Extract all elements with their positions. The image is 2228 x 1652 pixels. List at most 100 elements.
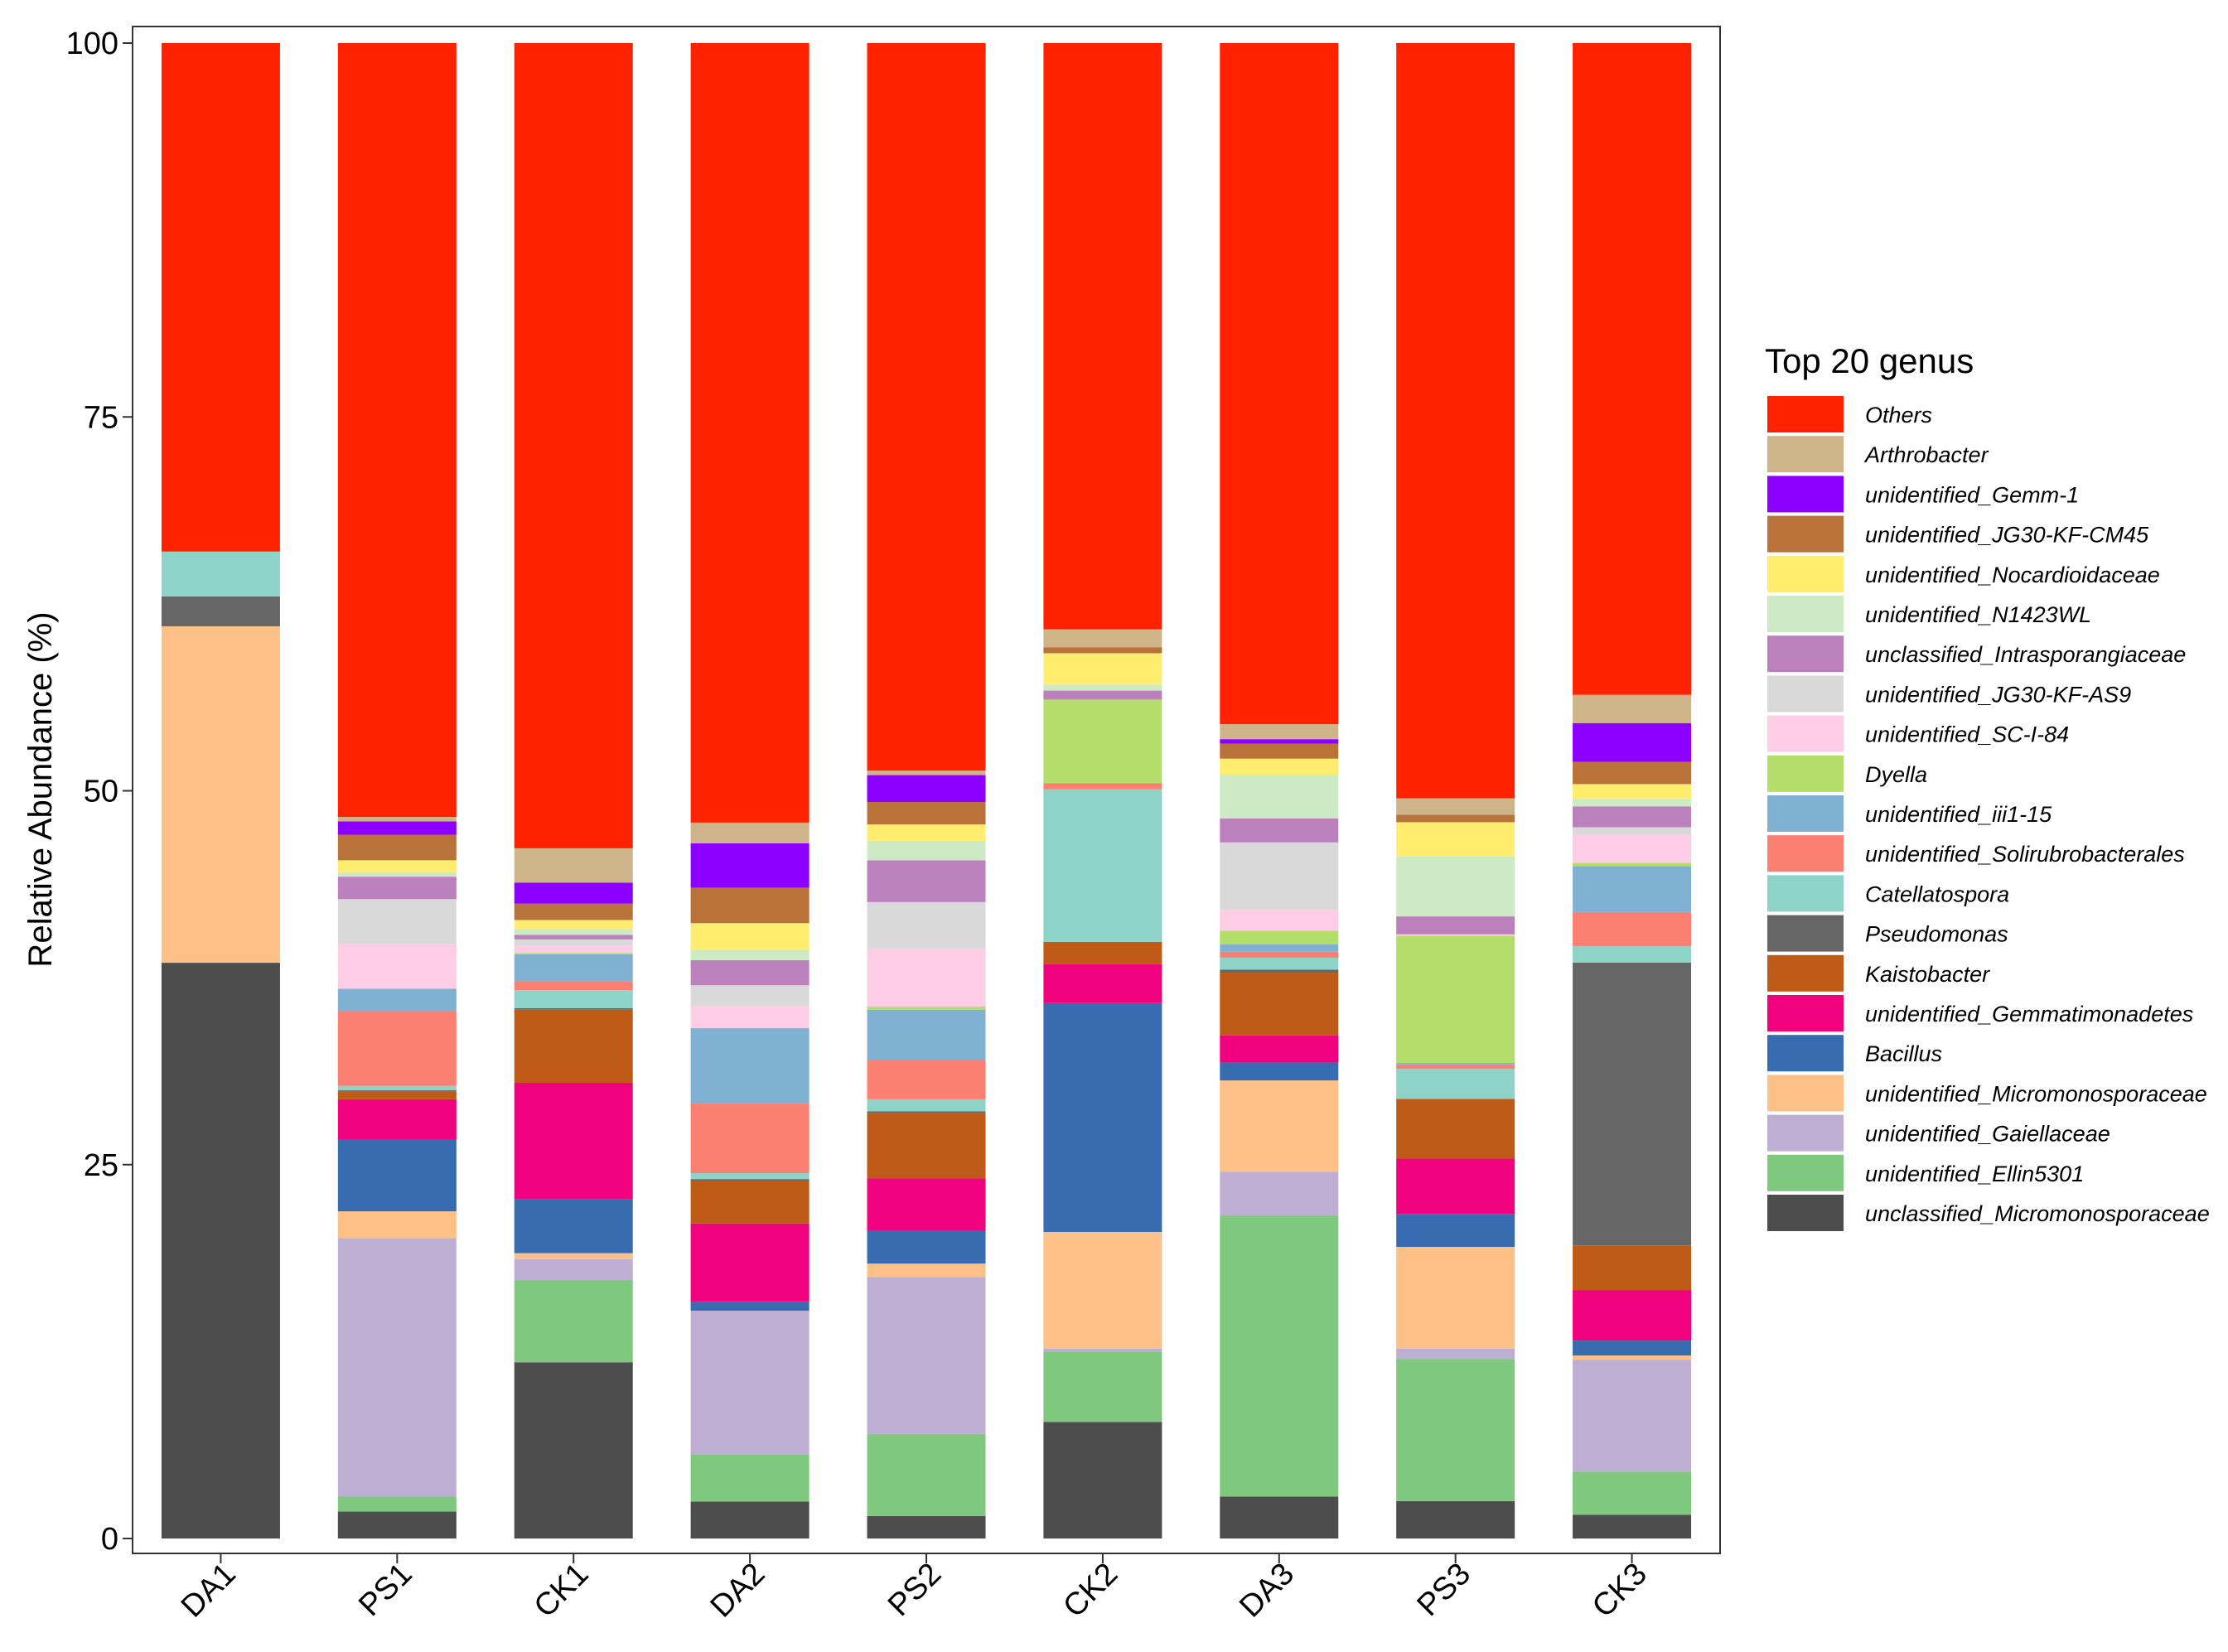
bar-segment [1396, 1158, 1515, 1215]
bar-segment [514, 1258, 633, 1281]
x-tick-label: CK2 [1056, 1557, 1124, 1625]
bar-stack-PS1 [337, 43, 457, 1538]
bar-stack-CK3 [1573, 43, 1692, 1538]
bar-segment [1043, 629, 1162, 648]
bar-segment [867, 770, 986, 775]
bar-segment [1396, 856, 1515, 917]
bar-segment [337, 899, 457, 944]
legend-key [1767, 476, 1844, 513]
bar-stack-CK1 [514, 43, 633, 1538]
legend-key [1767, 755, 1844, 792]
bar-segment [337, 860, 457, 872]
bar-stack-DA2 [690, 43, 810, 1538]
bar-segment [1220, 818, 1339, 843]
bar-stack-CK2 [1043, 43, 1162, 1538]
legend-key [1767, 635, 1844, 673]
bar-segment [867, 1111, 986, 1113]
bar-segment [337, 1511, 457, 1538]
y-tick-label: 50 [84, 775, 118, 809]
bar-segment [690, 43, 810, 823]
legend-label: Bacillus [1865, 1041, 1942, 1066]
bar-segment [1396, 822, 1515, 857]
bar-segment [161, 626, 280, 964]
bar-segment [337, 1496, 457, 1512]
bar-segment [1220, 43, 1339, 725]
bar-segment [867, 860, 986, 902]
bar-segment [514, 1280, 633, 1363]
bar-segment [1043, 1351, 1162, 1423]
bar-segment [1573, 962, 1692, 1246]
bar-segment [514, 1009, 633, 1084]
bar-segment [514, 990, 633, 1008]
bar-segment [514, 1362, 633, 1538]
bar-segment [690, 1501, 810, 1538]
legend-label: unidentified_Solirubrobacterales [1865, 842, 2185, 867]
bar-stack-DA1 [161, 43, 280, 1538]
bar-segment [1043, 43, 1162, 630]
bar-segment [1573, 1514, 1692, 1538]
bar-segment [337, 988, 457, 1012]
bar-segment [1220, 1035, 1339, 1063]
x-tick-label: CK3 [1586, 1557, 1654, 1625]
bar-segment [1573, 694, 1692, 723]
bar-segment [1043, 1002, 1162, 1232]
bar-segment [867, 43, 986, 771]
bar-segment [1220, 739, 1339, 744]
legend-item: Bacillus [1767, 1035, 1942, 1072]
legend-item: Kaistobacter [1767, 954, 1990, 992]
bar-segment [1396, 934, 1515, 936]
bar-segment [1043, 789, 1162, 942]
bar-segment [690, 985, 810, 1007]
legend-label: unidentified_Nocardioidaceae [1865, 563, 2160, 587]
bar-segment [1573, 722, 1692, 762]
bar-segment [1043, 690, 1162, 700]
bar-segment [337, 877, 457, 900]
bar-stack-PS3 [1396, 43, 1515, 1539]
bar-segment [337, 1085, 457, 1091]
bar-segment [1396, 1247, 1515, 1349]
legend-item: unidentified_iii1-15 [1767, 795, 2052, 832]
bar-segment [1220, 1171, 1339, 1215]
bar-segment [514, 935, 633, 940]
legend-key [1767, 596, 1844, 632]
bar-segment [1220, 775, 1339, 819]
legend-key [1767, 436, 1844, 473]
bar-segment [1573, 1340, 1692, 1356]
legend-key [1767, 995, 1844, 1031]
bar-segment [1220, 1215, 1339, 1497]
bar-segment [1220, 930, 1339, 944]
bar-segment [1573, 866, 1692, 912]
bar-segment [161, 551, 280, 597]
bar-segment [690, 1180, 810, 1224]
legend-item: Pseudomonas [1767, 915, 2008, 952]
bar-segment [1396, 43, 1515, 799]
bar-segment [1220, 1062, 1339, 1081]
bar-segment [690, 1006, 810, 1029]
bar-segment [867, 1060, 986, 1099]
legend-label: unidentified_Gemm-1 [1865, 482, 2079, 507]
legend-item: Catellatospora [1767, 875, 2009, 912]
x-tick-label: CK1 [528, 1557, 596, 1625]
bar-segment [867, 802, 986, 825]
legend-item: unidentified_Gemmatimonadetes [1767, 995, 2193, 1031]
bar-segment [690, 1223, 810, 1302]
bar-segment [690, 887, 810, 924]
bar-segment [1043, 699, 1162, 784]
legend-label: unidentified_SC-I-84 [1865, 722, 2069, 747]
bar-segment [337, 1211, 457, 1239]
bar-segment [161, 596, 280, 626]
bar-segment [514, 882, 633, 904]
legend-key [1767, 675, 1844, 712]
legend-key [1767, 1035, 1844, 1072]
legend-key [1767, 1154, 1844, 1191]
bar-segment [867, 1230, 986, 1264]
bar-segment [514, 929, 633, 935]
bar-segment [1573, 1290, 1692, 1341]
bar-segment [337, 821, 457, 835]
legend-label: Pseudomonas [1865, 922, 2008, 947]
bar-segment [337, 1011, 457, 1086]
bar-segment [514, 848, 633, 883]
legend-label: unidentified_Gaiellaceae [1865, 1122, 2110, 1147]
legend-label: Arthrobacter [1863, 442, 1989, 467]
bar-segment [337, 872, 457, 877]
